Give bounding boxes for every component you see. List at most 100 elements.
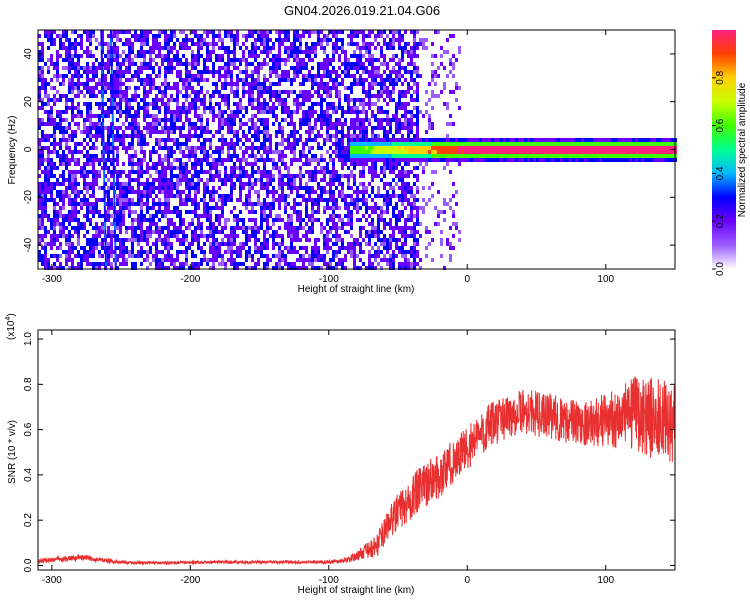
spectrogram-cell [275,266,278,270]
spectrogram-cell [284,166,287,170]
spectrogram-cell [299,126,302,130]
spectrogram-cell [119,138,122,142]
spectrogram-cell [242,174,245,178]
spectrogram-cell [230,142,233,146]
spectrogram-cell [362,90,365,94]
spectrogram-cell [242,242,245,246]
spectrogram-cell [191,66,194,70]
spectrogram-cell [152,102,155,106]
spectrogram-cell [176,102,179,106]
spectrogram-cell [293,126,296,130]
spectrogram-cell [161,202,164,206]
spectrogram-cell [101,38,104,42]
spectrogram-cell [341,262,344,266]
spectrogram-cell [266,178,269,182]
spectrogram-cell [116,38,119,42]
spectrogram-cell [221,210,224,214]
spectrogram-cell [239,190,242,194]
spectrogram-cell [176,62,179,66]
spectrogram-cell [179,238,182,242]
spectrogram-cell [89,42,92,46]
spectrogram-cell [83,66,86,70]
spectrogram-cell [359,62,362,66]
spectrogram-cell [266,122,269,126]
spectrogram-cell [371,246,374,250]
spectrogram-cell [329,62,332,66]
spectrogram-cell [350,162,353,166]
spectrogram-cell [254,242,257,246]
spectrogram-cell [296,214,299,218]
spectrogram-cell [317,142,320,146]
spectrogram-cell [311,42,314,46]
spectrogram-cell [221,258,224,262]
spectrogram-cell [329,78,332,82]
spectrogram-cell [293,138,296,142]
spectrogram-cell [257,38,260,42]
spectrogram-cell [329,194,332,198]
spectrogram-cell [275,234,278,238]
spectrogram-cell [98,90,101,94]
spectrogram-cell [191,174,194,178]
spectrogram-cell [323,158,326,162]
spectrogram-cell [239,70,242,74]
spectrogram-cell [410,94,413,98]
spectrogram-cell [305,62,308,66]
spectrogram-cell [353,74,356,78]
spectrogram-cell [113,90,116,94]
spectrogram-cell [77,242,80,246]
spectrogram-cell [416,214,419,218]
spectrogram-cell [317,202,320,206]
spectrogram-cell [263,38,266,42]
spectrogram-cell [395,38,398,42]
spectrogram-cell [236,266,239,270]
spectrogram-cell [233,238,236,242]
spectrogram-cell [413,90,416,94]
spectrogram-cell [362,62,365,66]
spectrogram-cell [344,98,347,102]
spectrogram-cell [386,206,389,210]
spectrogram-cell [344,230,347,234]
spectrogram-cell [266,86,269,90]
spectrogram-cell [335,178,338,182]
spectrogram-cell [413,62,416,66]
spectrogram-cell [401,210,404,214]
spectrogram-cell [92,210,95,214]
spectrogram-cell [395,62,398,66]
spectrogram-cell [41,202,44,206]
spectrogram-cell [377,34,380,38]
spectrogram-cell [386,262,389,266]
spectrogram-cell [302,114,305,118]
spectrogram-cell [107,226,110,230]
spectrogram-cell [155,222,158,226]
spectrogram-cell [119,114,122,118]
spectrogram-cell [59,194,62,198]
spectrogram-cell [362,226,365,230]
spectrogram-cell [290,82,293,86]
spectrogram-cell [131,74,134,78]
spectrogram-cell [107,138,110,142]
spectrogram-cell [116,254,119,258]
spectrogram-cell [419,234,422,238]
spectrogram-cell [353,130,356,134]
spectrogram-cell [122,142,125,146]
spectrogram-cell [326,134,329,138]
spectrogram-cell [356,114,359,118]
spectrogram-cell [233,122,236,126]
spectrogram-cell [257,126,260,130]
spectrogram-cell [410,70,413,74]
spectrogram-cell [254,190,257,194]
spectrogram-cell [302,146,305,150]
spectrogram-cell [62,222,65,226]
spectrogram-cell [371,174,374,178]
spectrogram-cell [329,258,332,262]
spectrogram-cell [365,186,368,190]
spectrogram-cell [62,118,65,122]
spectrogram-cell [278,266,281,270]
spectrogram-cell [146,90,149,94]
spectrogram-cell [176,70,179,74]
spectrogram-cell [110,110,113,114]
spectrogram-cell [257,118,260,122]
spectrogram-cell [47,162,50,166]
spectrogram-cell [212,222,215,226]
spectrogram-cell [80,82,83,86]
